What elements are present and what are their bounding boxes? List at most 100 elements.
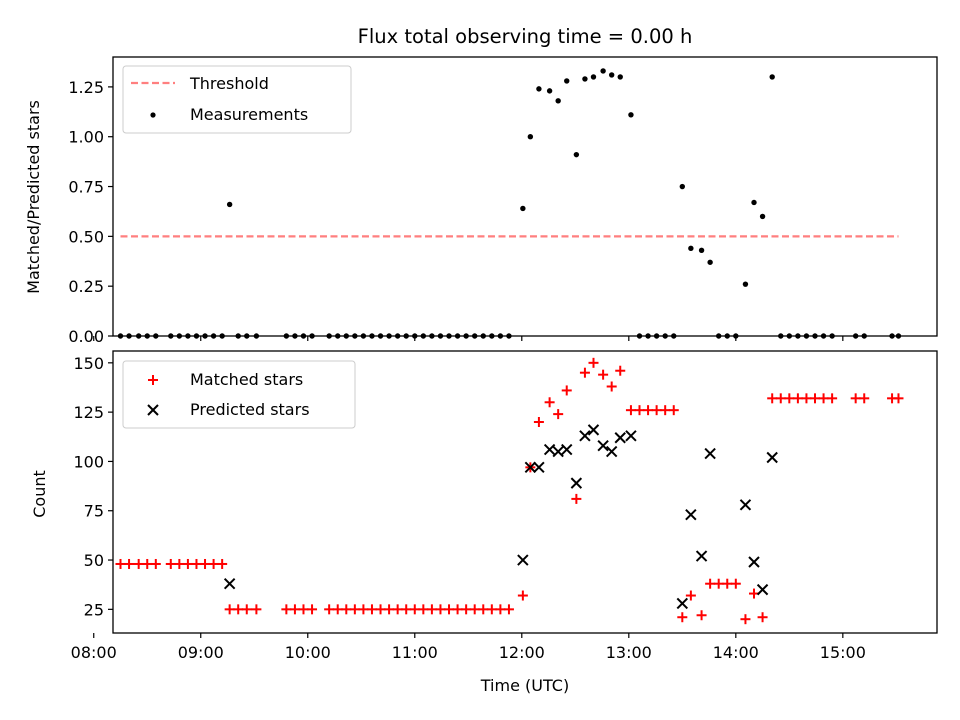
measurement-point [733,333,739,339]
matched-point [571,493,582,504]
measurement-point [463,333,469,339]
measurement-point [335,333,341,339]
measurement-point [497,333,504,339]
predicted-point [543,443,556,456]
top-chart-title: Flux total observing time = 0.00 h [358,25,693,48]
measurement-point [446,333,452,339]
measurement-point [861,333,867,339]
matched-point [544,397,555,408]
matched-point [606,381,617,392]
measurement-point [715,333,722,339]
matched-point [810,393,821,404]
matched-point [660,405,671,416]
measurement-point [506,333,512,339]
measurement-point [803,333,810,339]
matched-point [643,405,654,416]
top-legend: Threshold Measurements [122,65,352,134]
measurement-point [377,333,384,339]
matched-point [677,612,688,623]
matched-point [850,393,861,404]
matched-point [115,558,126,569]
matched-point [533,416,544,427]
matched-point [124,558,135,569]
measurement-point [309,333,315,339]
measurement-point [472,333,478,339]
predicted-point [756,583,769,596]
matched-point [784,393,795,404]
measurement-point [590,74,597,80]
matched-point [133,558,144,569]
measurement-point [555,98,561,104]
top-y-tick-label: 1.25 [68,78,104,97]
matched-point [495,604,506,615]
bottom-x-tick-label: 14:00 [713,643,759,662]
matched-point [384,604,395,615]
predicted-point [739,499,752,511]
top-y-tick-label: 0.75 [68,178,104,197]
measurement-point [617,74,623,80]
top-plot-area [117,68,902,339]
measurement-point [573,151,580,158]
measurement-point [608,72,615,78]
measurement-point [778,333,784,339]
measurement-point [829,333,835,339]
matched-point [553,409,564,420]
measurement-point [786,333,793,339]
matched-point [251,604,262,615]
matched-point [696,610,707,621]
matched-point [452,604,463,615]
matched-point [625,405,636,416]
matched-point [289,604,300,615]
matched-point [366,604,377,615]
measurement-point [386,333,392,339]
measurement-point [759,213,766,220]
matched-point [174,558,185,569]
measurement-point [412,333,418,339]
predicted-point [766,451,778,464]
measurement-point [292,333,298,339]
legend-measurements-swatch [150,112,156,118]
measurement-point [679,183,686,190]
predicted-point [676,597,689,610]
matched-point [165,558,176,569]
measurement-point [437,333,444,339]
matched-point [332,604,343,615]
matched-point [478,604,489,615]
matched-point [444,604,455,615]
bottom-y-tick-label: 125 [73,403,104,422]
predicted-point [533,461,545,474]
matched-point [349,604,360,615]
measurement-point [645,333,651,339]
measurement-point [343,333,349,339]
predicted-point [223,577,236,590]
matched-point [182,558,193,569]
measurement-point [153,333,159,339]
matched-point [651,405,662,416]
measurement-point [360,333,367,339]
measurement-point [636,333,643,339]
predicted-point [561,443,573,456]
predicted-point [597,439,609,452]
measurement-point [795,333,801,339]
predicted-point [625,430,637,442]
measurement-point [144,333,150,339]
predicted-point [579,430,591,442]
measurement-point [724,333,730,339]
predicted-point [524,461,537,474]
matched-point [668,405,679,416]
measurement-point [628,112,634,118]
measurement-point [126,333,132,339]
bottom-legend-box [122,360,356,429]
matched-point [358,604,369,615]
legend-matched-swatch [148,375,158,385]
matched-point [435,604,446,615]
predicted-point [587,424,600,436]
bottom-x-axis-label: Time (UTC) [480,676,569,695]
predicted-point [685,508,697,521]
bottom-y-tick-label: 25 [84,600,104,619]
predicted-point [517,554,529,566]
measurement-point [852,333,859,339]
legend-matched-marker [148,375,158,385]
measurement-point [352,333,358,339]
